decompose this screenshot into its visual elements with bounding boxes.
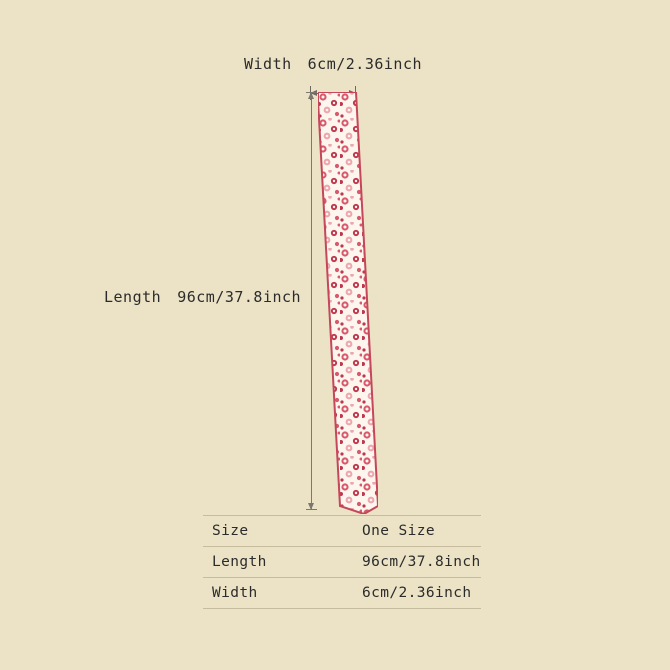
length-label-value: 96cm/37.8inch <box>177 288 302 306</box>
table-cell-value: One Size <box>352 515 481 547</box>
scarf-body <box>318 92 378 514</box>
scarf-illustration <box>318 92 378 514</box>
table-cell-value: 96cm/37.8inch <box>352 546 481 578</box>
width-label-name: Width <box>244 55 292 73</box>
table-cell-key: Length <box>203 546 352 578</box>
length-dimension-line <box>311 92 312 510</box>
table-cell-value: 6cm/2.36inch <box>352 577 481 609</box>
table-row: Length 96cm/37.8inch <box>203 546 481 578</box>
table-row: Size One Size <box>203 515 481 547</box>
table-cell-key: Width <box>203 577 352 609</box>
length-arrowhead-top-icon <box>308 92 314 99</box>
length-dimension-arrow <box>306 92 318 510</box>
length-label: Length 96cm/37.8inch <box>104 288 301 306</box>
width-label-value: 6cm/2.36inch <box>307 55 423 73</box>
scarf-svg <box>318 92 378 514</box>
table-cell-key: Size <box>203 515 352 547</box>
width-label: Width 6cm/2.36inch <box>244 55 422 73</box>
length-label-name: Length <box>104 288 162 306</box>
specification-table: Size One Size Length 96cm/37.8inch Width… <box>203 515 481 609</box>
table-row: Width 6cm/2.36inch <box>203 577 481 609</box>
length-arrowhead-bottom-icon <box>308 503 314 510</box>
